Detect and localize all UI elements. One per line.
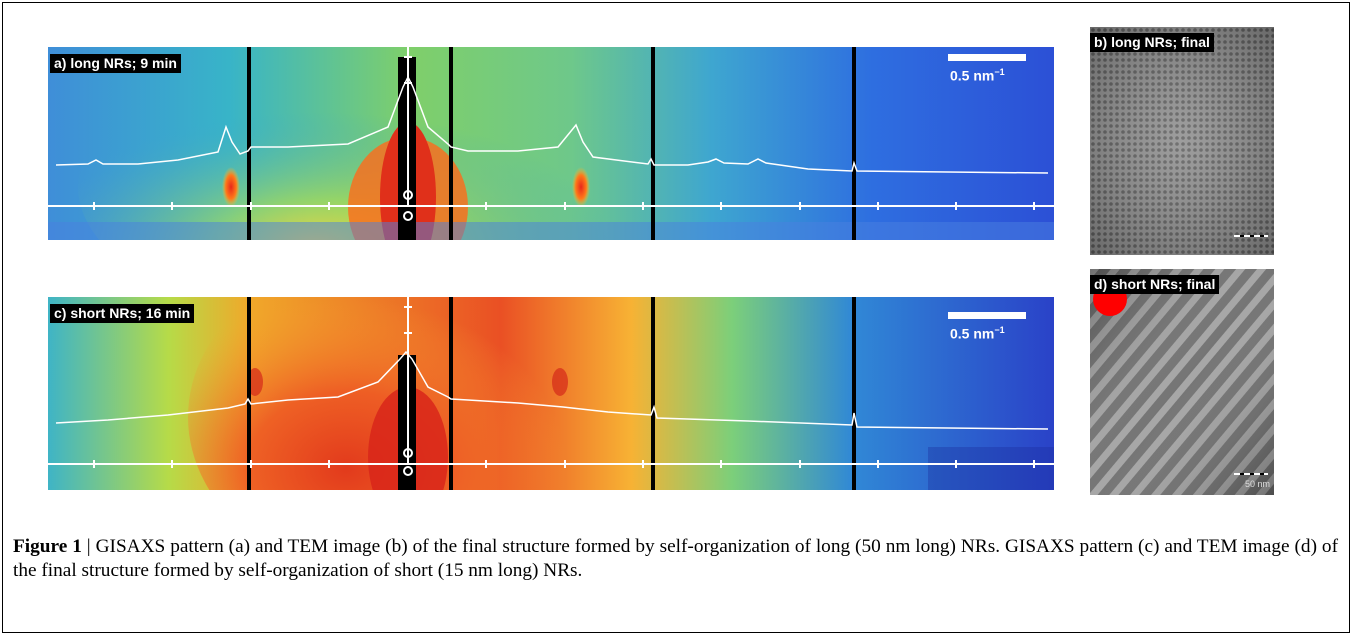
tem-texture-d <box>1090 269 1274 495</box>
figure-caption: Figure 1 | GISAXS pattern (a) and TEM im… <box>13 535 1338 583</box>
caption-figure-number: Figure 1 <box>13 536 82 557</box>
tem-texture-b <box>1090 27 1274 255</box>
tem-image-d: d) short NRs; final 50 nm <box>1090 269 1274 495</box>
panel-label-a: a) long NRs; 9 min <box>50 54 181 73</box>
scale-label-c: 0.5 nm−1 <box>950 325 1005 342</box>
tem-scale-bar-b <box>1234 235 1268 237</box>
gisaxs-pattern-a <box>48 47 1054 240</box>
scale-bar-a <box>948 54 1026 61</box>
scale-bar-c <box>948 312 1026 319</box>
panel-label-d: d) short NRs; final <box>1090 275 1220 294</box>
scale-label-a: 0.5 nm−1 <box>950 67 1005 84</box>
gisaxs-panel-c: c) short NRs; 16 min 0.5 nm−1 <box>48 297 1054 490</box>
tem-scale-label-d: 50 nm <box>1244 479 1270 489</box>
panel-label-c: c) short NRs; 16 min <box>50 304 195 323</box>
caption-text: | GISAXS pattern (a) and TEM image (b) o… <box>13 536 1338 581</box>
tem-image-b: b) long NRs; final <box>1090 27 1274 255</box>
panel-label-b: b) long NRs; final <box>1090 33 1214 52</box>
gisaxs-panel-a: a) long NRs; 9 min 0.5 nm−1 <box>48 47 1054 240</box>
gisaxs-pattern-c <box>48 297 1054 490</box>
tem-scale-bar-d <box>1234 473 1268 475</box>
